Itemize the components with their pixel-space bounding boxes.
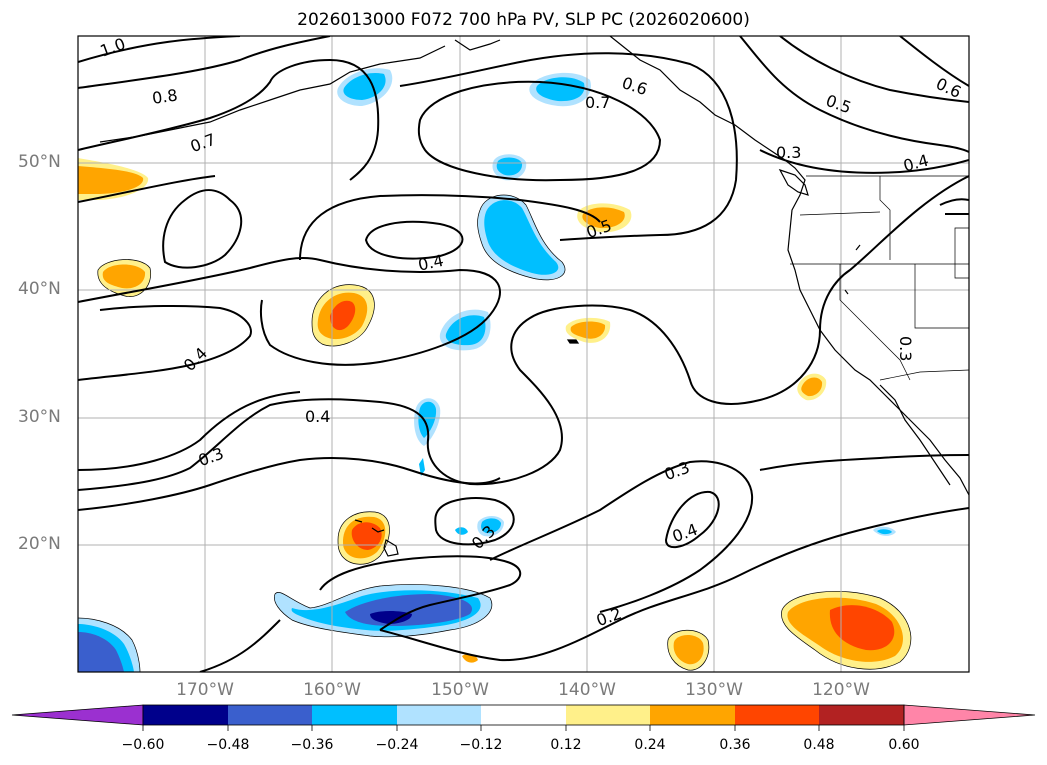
colorbar	[11, 704, 1036, 731]
map-frame	[77, 35, 970, 673]
contour-label: 0.4	[180, 344, 211, 375]
lon-label: 120°W	[812, 680, 870, 700]
map-title: 2026013000 F072 700 hPa PV, SLP PC (2026…	[297, 10, 750, 30]
colorbar-tick-label: 0.36	[719, 737, 751, 753]
contour-label: 0.8	[151, 85, 179, 107]
contour-label: 0.4	[901, 151, 931, 176]
colorbar-bin	[312, 705, 397, 725]
contour-label: 0.4	[416, 251, 445, 275]
colorbar-bin	[819, 705, 904, 725]
lon-label: 130°W	[685, 680, 743, 700]
pv-shading	[78, 68, 911, 672]
coastlines	[99, 36, 969, 557]
colorbar-tick-label: −0.36	[290, 737, 334, 753]
colorbar-bin	[228, 705, 312, 725]
contour-label: 0.7	[585, 93, 610, 112]
contour-label: 0.6	[620, 73, 650, 99]
lat-label: 30°N	[18, 407, 61, 427]
colorbar-tick-label: −0.12	[459, 737, 503, 753]
contour-label: 0.4	[305, 407, 330, 426]
lat-label: 50°N	[18, 152, 61, 172]
colorbar-tick-label: 0.48	[803, 737, 835, 753]
contour-lines	[78, 36, 969, 672]
lat-label: 40°N	[18, 279, 61, 299]
colorbar-bin	[143, 705, 228, 725]
contour-label: 1.0	[97, 34, 127, 61]
colorbar-extend-max	[903, 704, 1036, 726]
contour-label: 0.3	[896, 336, 915, 361]
colorbar-tick-label: −0.48	[206, 737, 250, 753]
lon-label: 170°W	[176, 680, 234, 700]
contour-label: 0.3	[196, 444, 226, 471]
colorbar-bin	[650, 705, 735, 725]
lon-label: 140°W	[558, 680, 616, 700]
colorbar-bin	[566, 705, 650, 725]
lon-label: 150°W	[431, 680, 489, 700]
colorbar-extend-min	[11, 704, 144, 726]
contour-label: 0.3	[776, 143, 801, 162]
colorbar-tick-label: −0.24	[375, 737, 419, 753]
colorbar-bin	[397, 705, 481, 725]
map-plot-area: 1.0 0.8 0.7 0.6 0.7 0.5 0.6 0.3 0.4 0.5 …	[78, 34, 969, 672]
colorbar-tick-label: 0.60	[888, 737, 920, 753]
contour-label: 0.4	[670, 520, 700, 547]
colorbar-bin	[735, 705, 819, 725]
lon-label: 160°W	[303, 680, 361, 700]
lat-label: 20°N	[18, 534, 61, 554]
contour-label: 0.2	[594, 604, 624, 631]
contour-label: 0.3	[662, 458, 692, 485]
contour-label: 0.7	[188, 130, 218, 157]
colorbar-tick-label: 0.24	[634, 737, 666, 753]
colorbar-bin	[481, 705, 566, 725]
colorbar-tick-label: −0.60	[121, 737, 165, 753]
colorbar-tick-label: 0.12	[550, 737, 582, 753]
